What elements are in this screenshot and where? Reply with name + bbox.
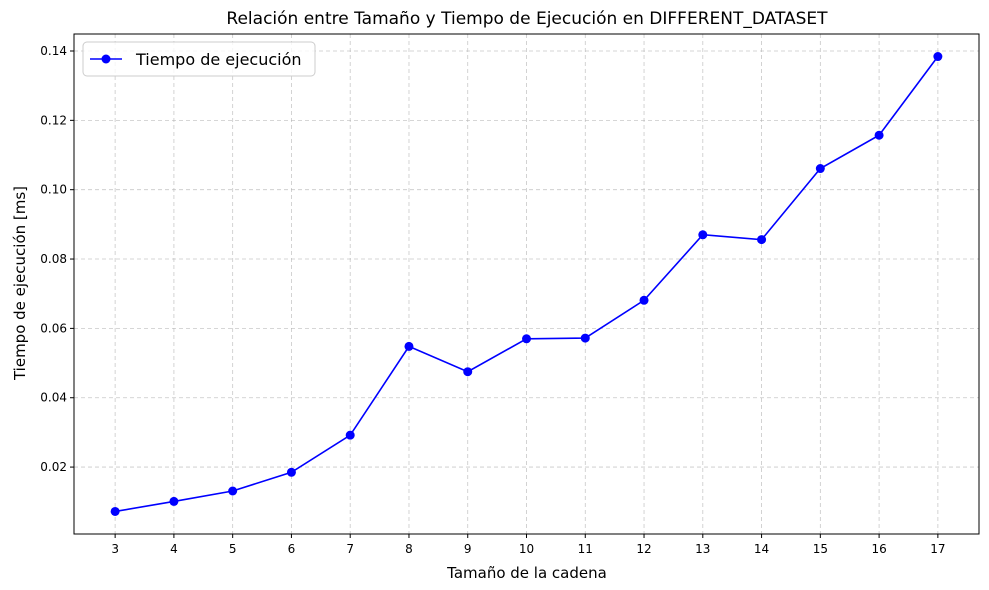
legend-marker xyxy=(101,54,111,64)
legend[interactable]: Tiempo de ejecución xyxy=(82,41,316,77)
data-point[interactable] xyxy=(757,235,767,245)
x-tick-label: 11 xyxy=(578,542,593,556)
x-tick-label: 5 xyxy=(229,542,237,556)
y-tick-label: 0.06 xyxy=(40,321,67,335)
data-point[interactable] xyxy=(522,334,531,344)
x-tick-label: 13 xyxy=(695,542,710,556)
x-tick-label: 12 xyxy=(636,542,651,556)
x-axis-label: Tamaño de la cadena xyxy=(446,564,607,582)
legend-box xyxy=(82,41,316,77)
data-point[interactable] xyxy=(228,486,238,496)
y-tick-label: 0.14 xyxy=(40,44,67,58)
data-point[interactable] xyxy=(110,506,120,516)
data-point[interactable] xyxy=(580,333,590,343)
data-point[interactable] xyxy=(463,367,473,377)
x-tick-label: 9 xyxy=(464,542,472,556)
legend-entry-label: Tiempo de ejecución xyxy=(135,50,302,69)
data-point[interactable] xyxy=(639,295,649,305)
series-layer xyxy=(110,52,943,516)
data-point[interactable] xyxy=(169,496,179,506)
x-axis-ticks: 3 4 5 6 7 8 9 10 11 12 13 14 15 16 17 xyxy=(111,534,946,556)
x-tick-label: 14 xyxy=(754,542,769,556)
y-tick-label: 0.04 xyxy=(40,391,67,405)
data-point[interactable] xyxy=(345,430,355,440)
y-axis-ticks: 0.02 0.04 0.06 0.08 0.10 0.12 0.14 xyxy=(40,44,74,474)
y-tick-label: 0.02 xyxy=(40,460,67,474)
x-tick-label: 15 xyxy=(813,542,828,556)
x-tick-label: 17 xyxy=(930,542,945,556)
plot-frame xyxy=(73,33,980,535)
data-point[interactable] xyxy=(933,52,943,62)
x-tick-label: 4 xyxy=(170,542,178,556)
plot-area xyxy=(74,34,979,534)
x-tick-label: 7 xyxy=(346,542,354,556)
data-point[interactable] xyxy=(286,467,296,477)
data-point[interactable] xyxy=(874,130,884,140)
x-tick-label: 16 xyxy=(871,542,886,556)
y-tick-label: 0.08 xyxy=(40,252,67,266)
data-point[interactable] xyxy=(815,164,825,174)
data-point[interactable] xyxy=(404,341,414,351)
data-point[interactable] xyxy=(698,230,708,240)
y-tick-label: 0.12 xyxy=(40,113,67,127)
y-axis-label: Tiempo de ejecución [ms] xyxy=(11,186,29,381)
x-tick-label: 10 xyxy=(519,542,534,556)
x-tick-label: 3 xyxy=(111,542,119,556)
x-tick-label: 6 xyxy=(288,542,296,556)
x-tick-label: 8 xyxy=(405,542,413,556)
chart-title: Relación entre Tamaño y Tiempo de Ejecuc… xyxy=(226,9,828,29)
y-tick-label: 0.10 xyxy=(40,183,67,197)
